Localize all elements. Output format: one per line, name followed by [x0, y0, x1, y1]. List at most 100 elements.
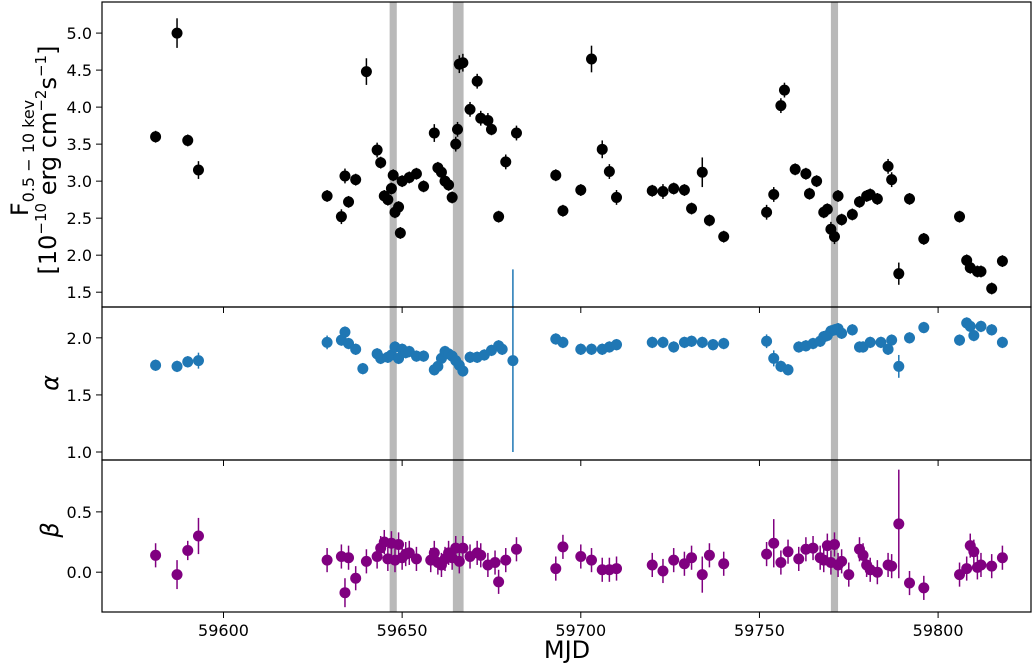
flux-ylabel-exp3: −1: [32, 55, 50, 77]
alpha-data-point: [864, 336, 876, 348]
flux-data-point: [871, 193, 883, 205]
beta-data-point: [857, 549, 869, 561]
beta-data-point: [339, 587, 351, 599]
alpha-data-point: [171, 360, 183, 372]
flux-data-point: [443, 179, 455, 191]
beta-data-point: [686, 552, 698, 564]
flux-data-point: [182, 134, 194, 146]
flux-data-point: [811, 175, 823, 187]
flux-ylabel-line1: F0.5 − 10 kev: [6, 100, 38, 216]
alpha-data-point: [696, 336, 708, 348]
x-tick-label: 59750: [734, 621, 785, 640]
alpha-data-point: [975, 320, 987, 332]
flux-data-point: [394, 227, 406, 239]
beta-data-point: [886, 560, 898, 572]
flux-data-point: [410, 168, 422, 180]
alpha-data-point: [718, 338, 730, 350]
beta-data-point: [410, 553, 422, 565]
x-tick-label: 59800: [913, 621, 964, 640]
alpha-data-point: [418, 350, 430, 362]
alpha-data-point: [350, 343, 362, 355]
flux-data-point: [371, 144, 383, 156]
beta-data-point: [961, 563, 973, 575]
beta-data-point: [475, 549, 487, 561]
flux-data-point: [678, 184, 690, 196]
beta-data-point: [586, 554, 598, 566]
flux-ylabel-sub: 0.5 − 10 kev: [19, 100, 38, 202]
beta-data-point: [657, 565, 669, 577]
flux-data-point: [471, 75, 483, 87]
flux-data-point: [954, 211, 966, 223]
alpha-data-point: [964, 320, 976, 332]
alpha-data-point: [182, 356, 194, 368]
beta-data-point: [807, 542, 819, 554]
beta-data-point: [343, 552, 355, 564]
flux-data-point: [321, 190, 333, 202]
flux-data-point: [418, 180, 430, 192]
beta-data-point: [843, 569, 855, 581]
flux-data-point: [789, 163, 801, 175]
flux-data-point: [510, 127, 522, 139]
flux-data-point: [904, 193, 916, 205]
beta-data-point: [350, 572, 362, 584]
beta-data-point: [696, 569, 708, 581]
panel-beta: 0.0 0.5: [67, 459, 1032, 613]
flux-data-point: [975, 265, 987, 277]
flux-data-point: [832, 190, 844, 202]
beta-frame: [101, 459, 1032, 613]
beta-data-point: [718, 558, 730, 570]
alpha-data-point: [882, 343, 894, 355]
alpha-data-point: [886, 334, 898, 346]
beta-data-point: [493, 576, 505, 588]
flux-data-point: [375, 157, 387, 169]
beta-data-point: [150, 549, 162, 561]
alpha-ytick-label: 1.5: [67, 386, 92, 405]
alpha-data-point: [875, 336, 887, 348]
beta-data-point: [703, 549, 715, 561]
beta-data-point: [793, 553, 805, 565]
flux-ylabel-exp1: −10: [32, 203, 50, 235]
alpha-data-point: [496, 343, 508, 355]
beta-data-point: [986, 560, 998, 572]
flux-data-point: [446, 191, 458, 203]
flux-ytick-label: 4.0: [67, 98, 92, 117]
flux-data-point: [339, 170, 351, 182]
flux-data-point: [657, 186, 669, 198]
beta-data-point: [775, 557, 787, 569]
beta-data-point: [557, 541, 569, 553]
alpha-data-point: [646, 336, 658, 348]
flux-ytick-label: 3.0: [67, 172, 92, 191]
flux-data-point: [428, 127, 440, 139]
flux-data-point: [550, 169, 562, 181]
beta-data-point: [575, 551, 587, 563]
beta-data-point: [192, 530, 204, 542]
beta-ylabel: β: [36, 522, 64, 538]
beta-data-point: [768, 537, 780, 549]
beta-data-point: [182, 544, 194, 556]
beta-data-point: [871, 566, 883, 578]
flux-ytick-label: 1.5: [67, 283, 92, 302]
beta-data-point: [904, 577, 916, 589]
flux-data-point: [343, 196, 355, 208]
flux-data-point: [603, 166, 615, 178]
flux-data-point: [686, 203, 698, 215]
alpha-data-point: [657, 336, 669, 348]
flux-data-point: [893, 268, 905, 280]
beta-data-point: [611, 563, 623, 575]
alpha-ylabel: α: [36, 375, 64, 391]
flux-ylabel-exp2: −2: [32, 90, 50, 112]
alpha-data-point: [954, 334, 966, 346]
panel-alpha: 1.0 1.5 2.0: [67, 269, 1032, 462]
flux-data-point: [668, 183, 680, 195]
flux-ylabel-open: [10: [34, 235, 62, 275]
alpha-data-point: [918, 322, 930, 334]
beta-data-point: [453, 555, 465, 567]
alpha-frame: [101, 306, 1032, 461]
flux-data-point: [387, 169, 399, 181]
flux-data-point: [557, 205, 569, 217]
flux-data-point: [761, 206, 773, 218]
flux-data-point: [696, 166, 708, 178]
beta-data-point: [975, 559, 987, 571]
flux-data-point: [918, 233, 930, 245]
alpha-data-point: [996, 336, 1008, 348]
